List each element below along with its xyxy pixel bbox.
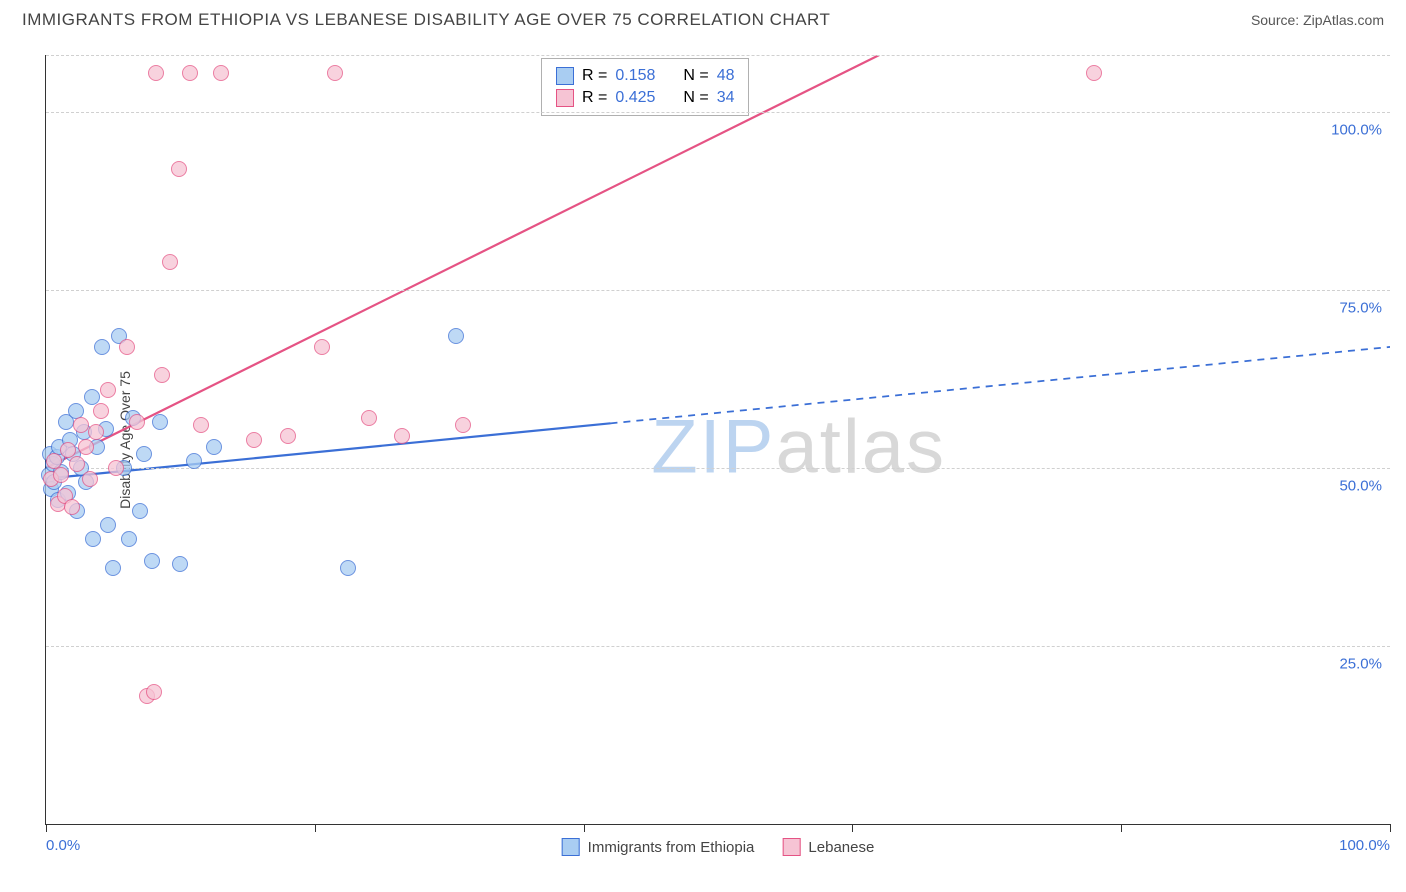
swatch-lebanese	[556, 89, 574, 107]
n-label: N =	[683, 89, 708, 107]
data-point	[246, 432, 262, 448]
correlation-row-lebanese: R = 0.425 N = 34	[556, 87, 734, 109]
data-point	[193, 417, 209, 433]
watermark-zip: ZIP	[651, 405, 775, 490]
data-point	[152, 414, 168, 430]
data-point	[314, 339, 330, 355]
data-point	[60, 442, 76, 458]
data-point	[171, 161, 187, 177]
data-point	[94, 339, 110, 355]
data-point	[162, 254, 178, 270]
r-label: R =	[582, 67, 607, 85]
x-tick	[1121, 824, 1122, 832]
legend-item-lebanese: Lebanese	[782, 838, 874, 856]
data-point	[448, 328, 464, 344]
chart-title: IMMIGRANTS FROM ETHIOPIA VS LEBANESE DIS…	[22, 10, 830, 30]
correlation-row-ethiopia: R = 0.158 N = 48	[556, 65, 734, 87]
data-point	[144, 553, 160, 569]
data-point	[182, 65, 198, 81]
r-value-lebanese: 0.425	[615, 89, 675, 107]
data-point	[82, 471, 98, 487]
legend-label-ethiopia: Immigrants from Ethiopia	[588, 839, 755, 856]
chart-header: IMMIGRANTS FROM ETHIOPIA VS LEBANESE DIS…	[0, 0, 1406, 38]
y-axis-label: Disability Age Over 75	[117, 371, 133, 509]
x-tick-label: 100.0%	[1339, 837, 1390, 854]
x-tick	[1390, 824, 1391, 832]
x-tick	[46, 824, 47, 832]
x-tick-label: 0.0%	[46, 837, 80, 854]
x-tick	[852, 824, 853, 832]
n-value-lebanese: 34	[717, 89, 735, 107]
data-point	[206, 439, 222, 455]
data-point	[132, 503, 148, 519]
swatch-ethiopia-icon	[562, 838, 580, 856]
y-tick-label: 25.0%	[1339, 655, 1382, 672]
x-tick	[584, 824, 585, 832]
data-point	[455, 417, 471, 433]
gridline	[46, 55, 1390, 56]
y-tick-label: 50.0%	[1339, 477, 1382, 494]
y-tick-label: 75.0%	[1339, 299, 1382, 316]
data-point	[136, 446, 152, 462]
legend-label-lebanese: Lebanese	[808, 839, 874, 856]
data-point	[78, 439, 94, 455]
data-point	[64, 499, 80, 515]
gridline	[46, 290, 1390, 291]
watermark-atlas: atlas	[775, 405, 946, 490]
data-point	[53, 467, 69, 483]
r-label: R =	[582, 89, 607, 107]
data-point	[186, 453, 202, 469]
data-point	[154, 367, 170, 383]
data-point	[146, 684, 162, 700]
x-tick	[315, 824, 316, 832]
data-point	[73, 417, 89, 433]
correlation-legend: R = 0.158 N = 48 R = 0.425 N = 34	[541, 58, 749, 116]
gridline	[46, 646, 1390, 647]
data-point	[327, 65, 343, 81]
data-point	[105, 560, 121, 576]
watermark: ZIPatlas	[651, 404, 946, 491]
scatter-chart: Disability Age Over 75 ZIPatlas R = 0.15…	[45, 55, 1390, 825]
data-point	[85, 531, 101, 547]
y-tick-label: 100.0%	[1331, 121, 1382, 138]
source-name: ZipAtlas.com	[1303, 12, 1384, 28]
data-point	[394, 428, 410, 444]
data-point	[69, 456, 85, 472]
data-point	[213, 65, 229, 81]
gridline	[46, 112, 1390, 113]
data-point	[93, 403, 109, 419]
data-point	[148, 65, 164, 81]
swatch-lebanese-icon	[782, 838, 800, 856]
data-point	[1086, 65, 1102, 81]
r-value-ethiopia: 0.158	[615, 67, 675, 85]
series-legend: Immigrants from Ethiopia Lebanese	[562, 838, 875, 856]
data-point	[121, 531, 137, 547]
data-point	[129, 414, 145, 430]
data-point	[100, 517, 116, 533]
data-point	[280, 428, 296, 444]
data-point	[172, 556, 188, 572]
gridline	[46, 468, 1390, 469]
n-value-ethiopia: 48	[717, 67, 735, 85]
data-point	[88, 424, 104, 440]
data-point	[108, 460, 124, 476]
data-point	[84, 389, 100, 405]
swatch-ethiopia	[556, 67, 574, 85]
legend-item-ethiopia: Immigrants from Ethiopia	[562, 838, 755, 856]
data-point	[119, 339, 135, 355]
source-attribution: Source: ZipAtlas.com	[1251, 12, 1384, 28]
data-point	[340, 560, 356, 576]
source-label: Source:	[1251, 12, 1303, 28]
data-point	[100, 382, 116, 398]
data-point	[361, 410, 377, 426]
n-label: N =	[683, 67, 708, 85]
